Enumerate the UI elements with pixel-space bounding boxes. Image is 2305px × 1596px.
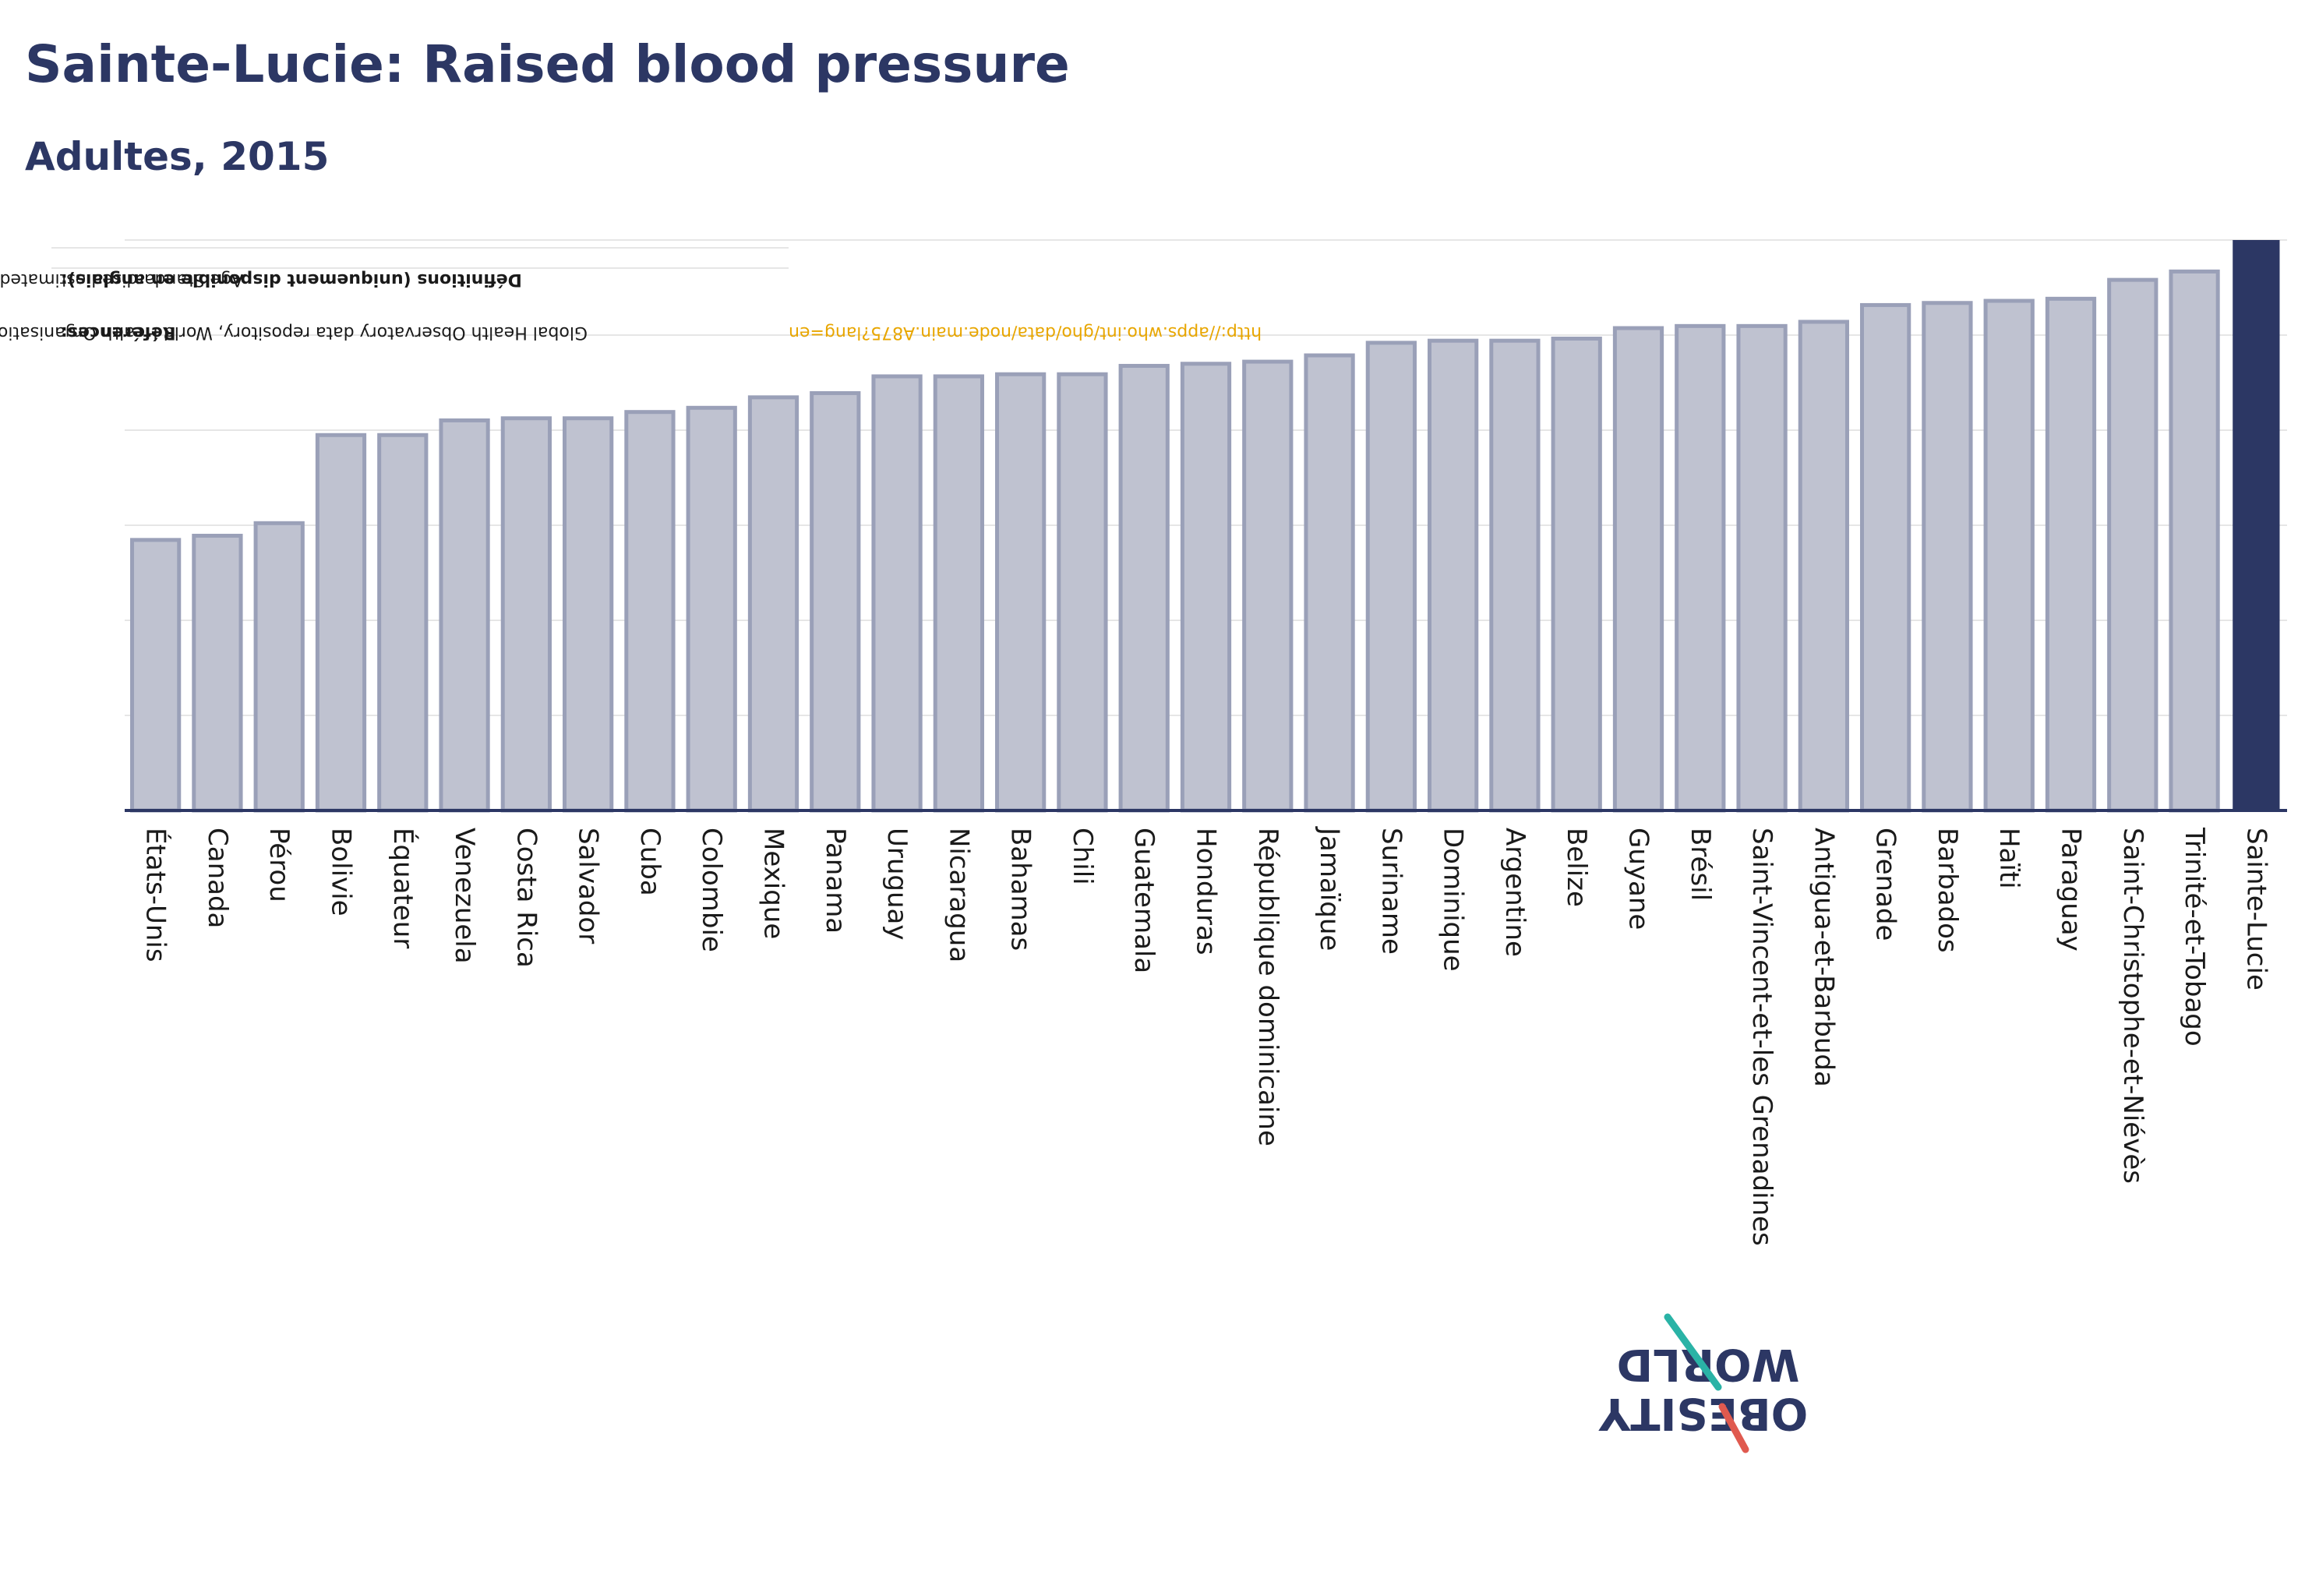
bar-uruguay [871, 374, 923, 813]
obesity-world-logo: OBESITY WORLD [1597, 1313, 1808, 1453]
definitions-label: Définitions (uniquement disponible en an… [61, 270, 522, 289]
bar--tats-unis [130, 538, 182, 813]
bar-panama [810, 390, 861, 813]
tick-label: Chili [1067, 828, 1098, 885]
tick-label: Salvador [573, 828, 604, 944]
references-link[interactable]: http://apps.who.int/gho/data/node.main.A… [789, 323, 1262, 342]
bar-grenade [1860, 302, 1911, 813]
tick-label: Grenade [1870, 828, 1901, 941]
tick-label: Colombie [696, 828, 727, 952]
bar-sainte-lucie [2233, 240, 2280, 810]
tick-label: Brésil [1685, 828, 1716, 901]
bar-antigua-et-barbuda [1798, 320, 1849, 813]
bar-p-rou [253, 521, 305, 813]
info-box: Définitions (uniquement disponible en an… [0, 247, 1262, 342]
bar-cuba [624, 410, 676, 813]
tick-label: Suriname [1375, 828, 1407, 955]
tick-label: Bolivie [326, 828, 357, 916]
bar-honduras [1180, 362, 1232, 813]
tick-label: Haïti [1993, 828, 2024, 889]
tick-label: États-Unis [140, 828, 172, 962]
bars [130, 240, 2280, 813]
logo-teal-stroke [1664, 1313, 1722, 1391]
bar-barbados [1922, 301, 1973, 813]
definitions-text: Age Standardised estimated % Raised bloo… [0, 270, 243, 289]
tick-label: Jamaïque [1314, 826, 1345, 951]
bar-bahamas [995, 372, 1047, 813]
tick-label: Canada [202, 828, 233, 928]
bar-argentine [1489, 338, 1541, 813]
references-text: Global Health Observatory data repositor… [0, 323, 588, 342]
tick-label: Dominique [1438, 828, 1469, 972]
bar-suriname [1365, 341, 1417, 813]
tick-label: République dominicaine [1252, 828, 1283, 1146]
bar-costa-rica [500, 416, 552, 813]
tick-label: Barbados [1932, 828, 1963, 953]
bar-canada [192, 533, 243, 813]
tick-label: Mexique [758, 828, 789, 939]
bar-r-publique-dominicaine [1242, 359, 1294, 813]
references-label: Références: [61, 323, 176, 342]
bar-jama-que [1304, 353, 1355, 813]
tick-label: Belize [1561, 828, 1592, 907]
tick-label: Venezuela [449, 828, 480, 964]
chart-subtitle: Adultes, 2015 [25, 134, 330, 179]
tick-label: Guatemala [1128, 828, 1160, 973]
tick-label: Nicaragua [943, 828, 974, 962]
bar-guyane [1612, 326, 1664, 813]
tick-label: Bahamas [1005, 828, 1036, 951]
bar-venezuela [439, 418, 490, 813]
tick-label: Paraguay [2056, 828, 2087, 952]
bar-belize [1551, 336, 1602, 813]
logo-line-world: WORLD [1617, 1339, 1800, 1389]
tick-label: Costa Rica [510, 828, 542, 968]
bar-saint-christophe-et-ni-v-s [2107, 277, 2159, 813]
logo-line-obesity: OBESITY [1597, 1388, 1808, 1439]
bar-salvador [563, 416, 614, 813]
tick-label: Honduras [1191, 828, 1222, 955]
bar-dominique [1428, 338, 1479, 813]
bar-chili [1057, 372, 1108, 813]
bar-mexique [747, 395, 800, 813]
chart-title: Sainte-Lucie: Raised blood pressure [25, 34, 1070, 94]
tick-label: Panama [820, 828, 851, 934]
bar-paraguay [2045, 296, 2097, 813]
tick-label: Saint-Christophe-et-Niévès [2117, 828, 2148, 1184]
tick-label: Antigua-et-Barbuda [1808, 828, 1839, 1087]
tick-label: Guyane [1623, 828, 1654, 930]
bar-saint-vincent-et-les-grenadines [1736, 323, 1788, 813]
tick-label: Équateur [387, 828, 419, 948]
bar-guatemala [1118, 363, 1170, 813]
bar-colombie [686, 405, 737, 813]
x-tick-labels: États-Unis Canada Pérou Bolivie Équateur Vene… [140, 826, 2272, 1246]
tick-label: Trinité-et-Tobago [2179, 827, 2210, 1047]
tick-label: Cuba [634, 828, 665, 896]
tick-label: Uruguay [881, 828, 912, 941]
logo-red-stroke [1718, 1403, 1749, 1453]
bar-nicaragua [933, 374, 984, 813]
tick-label: Sainte-Lucie [2240, 828, 2271, 990]
tick-label: Saint-Vincent-et-les Grenadines [1746, 828, 1777, 1246]
bar-ha-ti [1983, 298, 2035, 813]
bar-trinit-et-tobago [2169, 269, 2220, 813]
bar--quateur [377, 433, 429, 813]
bar-bolivie [315, 433, 367, 813]
tick-label: Argentine [1499, 828, 1530, 957]
bar-br-sil [1675, 323, 1726, 813]
tick-label: Pérou [263, 828, 295, 902]
